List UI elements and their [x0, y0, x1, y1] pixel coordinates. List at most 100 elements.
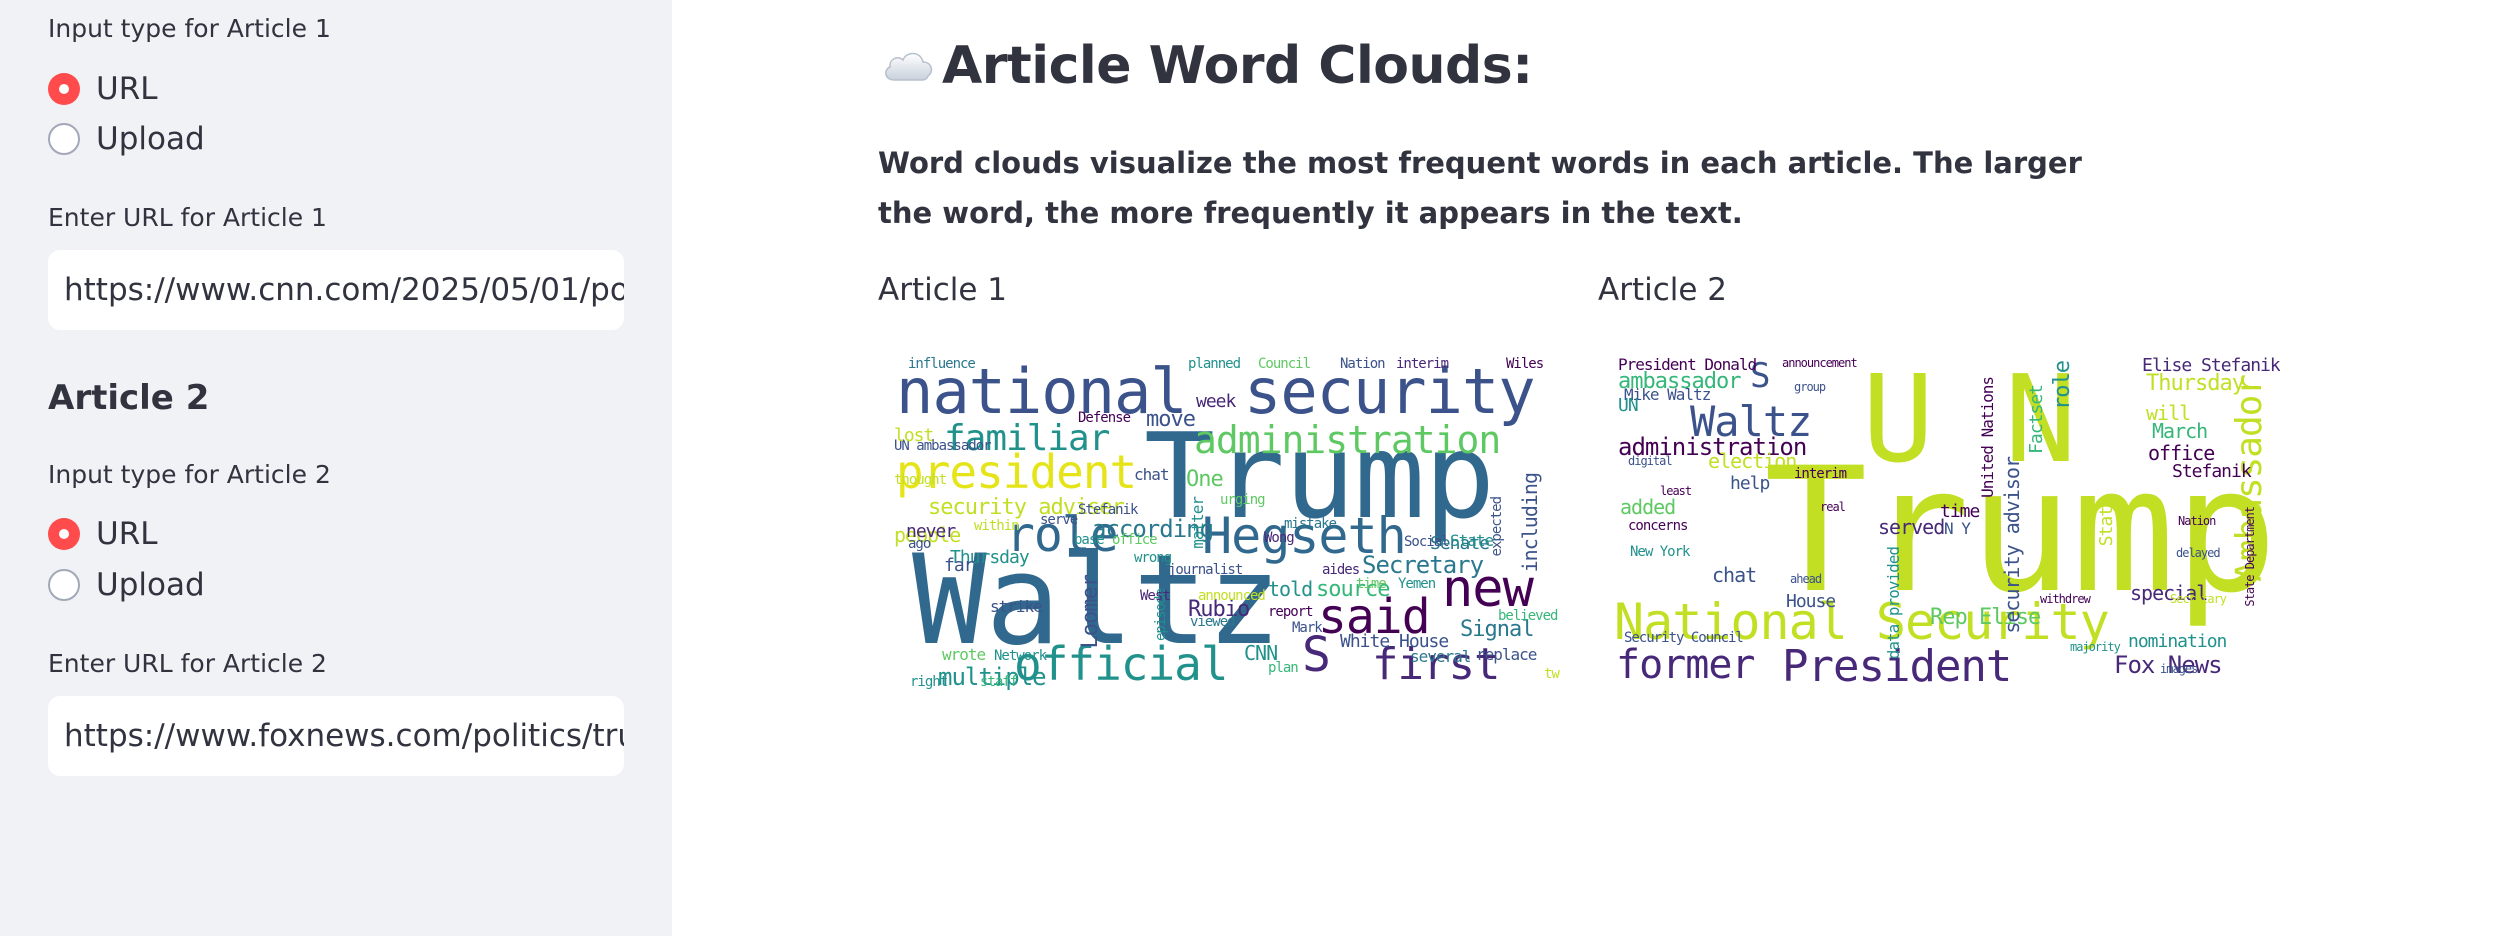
wc-word: Nation — [2178, 514, 2216, 528]
wc-word: least — [1660, 484, 1692, 498]
wc-word: within — [974, 518, 1020, 534]
wc-word: election — [1708, 449, 1797, 473]
wc-word: White House — [1340, 631, 1449, 652]
wc-word: office — [1112, 532, 1158, 548]
sidebar: Input type for Article 1 URL Upload Ente… — [0, 0, 672, 936]
wc-word: serve — [1040, 512, 1078, 528]
wc-word: national — [896, 357, 1188, 428]
wc-word: announcement — [1782, 357, 1858, 370]
wc-word: Hegseth — [1202, 507, 1407, 565]
article1-url-label: Enter URL for Article 1 — [48, 203, 327, 232]
word-cloud-article-1: national security Trump Waltz president … — [894, 357, 1560, 690]
article1-radio-url[interactable]: URL — [48, 69, 158, 109]
article2-url-label: Enter URL for Article 2 — [48, 649, 327, 678]
article2-url-input[interactable]: https://www.foxnews.com/politics/trump-w… — [48, 696, 624, 776]
description-text: Word clouds visualize the most frequent … — [878, 146, 2082, 230]
wc-word: Mark — [1292, 620, 1323, 636]
wc-word: aides — [1322, 562, 1360, 578]
wc-word: State — [2096, 497, 2117, 547]
wc-word: S — [1302, 627, 1331, 683]
article2-radio-upload[interactable]: Upload — [48, 565, 205, 605]
wc-word: Factset — [2026, 385, 2047, 454]
wc-word: far — [944, 555, 974, 576]
wc-word: U N — [1862, 357, 2077, 490]
wc-word: majority — [2070, 640, 2121, 654]
wc-word: Wiles — [1506, 357, 1544, 372]
article1-radio-upload[interactable]: Upload — [48, 119, 205, 159]
wc-word: interim — [1794, 466, 1847, 482]
wc-word: CNN — [1244, 641, 1278, 665]
wc-word: special — [2130, 581, 2208, 605]
wc-word: told — [1268, 577, 1313, 601]
wc-word: security advisor — [2000, 457, 2024, 634]
wc-word: ahead — [1790, 572, 1822, 586]
radio-button-checked[interactable] — [48, 518, 80, 550]
wc-word: wrote — [942, 645, 986, 664]
wc-word: administration — [1618, 433, 1807, 461]
wc-word: Fox News — [2114, 651, 2223, 679]
wc-word: March — [2152, 419, 2208, 443]
wc-word: week — [1196, 391, 1236, 412]
wc-word: interim — [1396, 357, 1449, 372]
radio-button[interactable] — [48, 123, 80, 155]
wc-word: Yemen — [1398, 576, 1436, 592]
wc-word: thought — [894, 472, 947, 488]
wc-word: Trump — [1144, 407, 1495, 545]
wc-word: withdrew — [2040, 592, 2091, 606]
wc-word: urging — [1220, 492, 1266, 508]
title-row: Article Word Clouds: — [880, 36, 1533, 96]
wc-word: office — [2148, 441, 2215, 465]
article1-input-type-label: Input type for Article 1 — [48, 14, 331, 43]
wc-word: staff — [980, 674, 1018, 690]
wc-word: delayed — [2176, 546, 2221, 560]
wc-word: Waltz — [1690, 397, 1812, 446]
wc-word: matter — [1188, 497, 1207, 549]
wc-word: right — [910, 674, 948, 690]
wc-word: Senate — [1430, 533, 1490, 554]
wc-word: several — [1410, 647, 1471, 666]
wc-word: S — [1750, 357, 1771, 396]
wc-word: Council — [1258, 357, 1311, 372]
wc-word: viewed — [1190, 614, 1236, 630]
wc-word: planned — [1188, 357, 1241, 372]
word-cloud-article-2: Trump U N National Security President fo… — [1614, 357, 2280, 690]
wc-word: National Security — [1614, 593, 2110, 651]
wc-word: strike — [990, 597, 1043, 616]
wc-word: wrong — [1134, 550, 1172, 566]
wc-word: mistake — [1284, 516, 1337, 532]
radio-button-checked[interactable] — [48, 73, 80, 105]
radio-button[interactable] — [48, 569, 80, 601]
wc-word: including — [1518, 473, 1542, 573]
wc-word: Social — [1404, 534, 1450, 550]
wc-word: familiar — [944, 418, 1110, 459]
wc-word: N Y — [1944, 519, 1971, 538]
wc-word: source — [1316, 577, 1390, 602]
wc-word: help — [1730, 473, 1770, 494]
wc-word: ago — [908, 536, 931, 552]
cloud-icon — [885, 52, 933, 81]
wc-word: administration — [1194, 418, 1501, 462]
wc-word: Nation — [1340, 357, 1386, 372]
wc-word: president — [896, 445, 1137, 499]
article1-url-input[interactable]: https://www.cnn.com/2025/05/01/politics/… — [48, 250, 624, 330]
wc-word: Elise Stefanik — [2142, 357, 2280, 376]
wc-word: real — [1820, 500, 1846, 514]
wc-word: Secretary — [1362, 551, 1484, 579]
wc-word: Security Council — [1624, 630, 1744, 646]
wc-word: report — [1268, 604, 1314, 620]
wc-word: believed — [1498, 608, 1558, 624]
wc-word: West — [1140, 588, 1171, 604]
wc-word: time — [1356, 576, 1387, 592]
wc-word: security adviser — [928, 495, 1125, 520]
wc-word: State Department — [2243, 507, 2257, 607]
wc-word: nomination — [2128, 631, 2227, 652]
wc-word: said — [1318, 589, 1431, 645]
article2-radio-url[interactable]: URL — [48, 514, 158, 554]
wc-word: Thursday — [950, 547, 1030, 568]
wc-word: base — [1074, 532, 1105, 548]
wc-word: President — [1782, 641, 2012, 690]
wc-word: role — [1006, 507, 1119, 563]
wc-word: plan — [1268, 660, 1299, 676]
wc-word: data provided — [1884, 547, 1903, 660]
wc-word: new — [1442, 559, 1534, 619]
